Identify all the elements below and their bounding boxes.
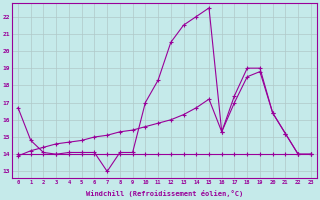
- X-axis label: Windchill (Refroidissement éolien,°C): Windchill (Refroidissement éolien,°C): [86, 190, 243, 197]
